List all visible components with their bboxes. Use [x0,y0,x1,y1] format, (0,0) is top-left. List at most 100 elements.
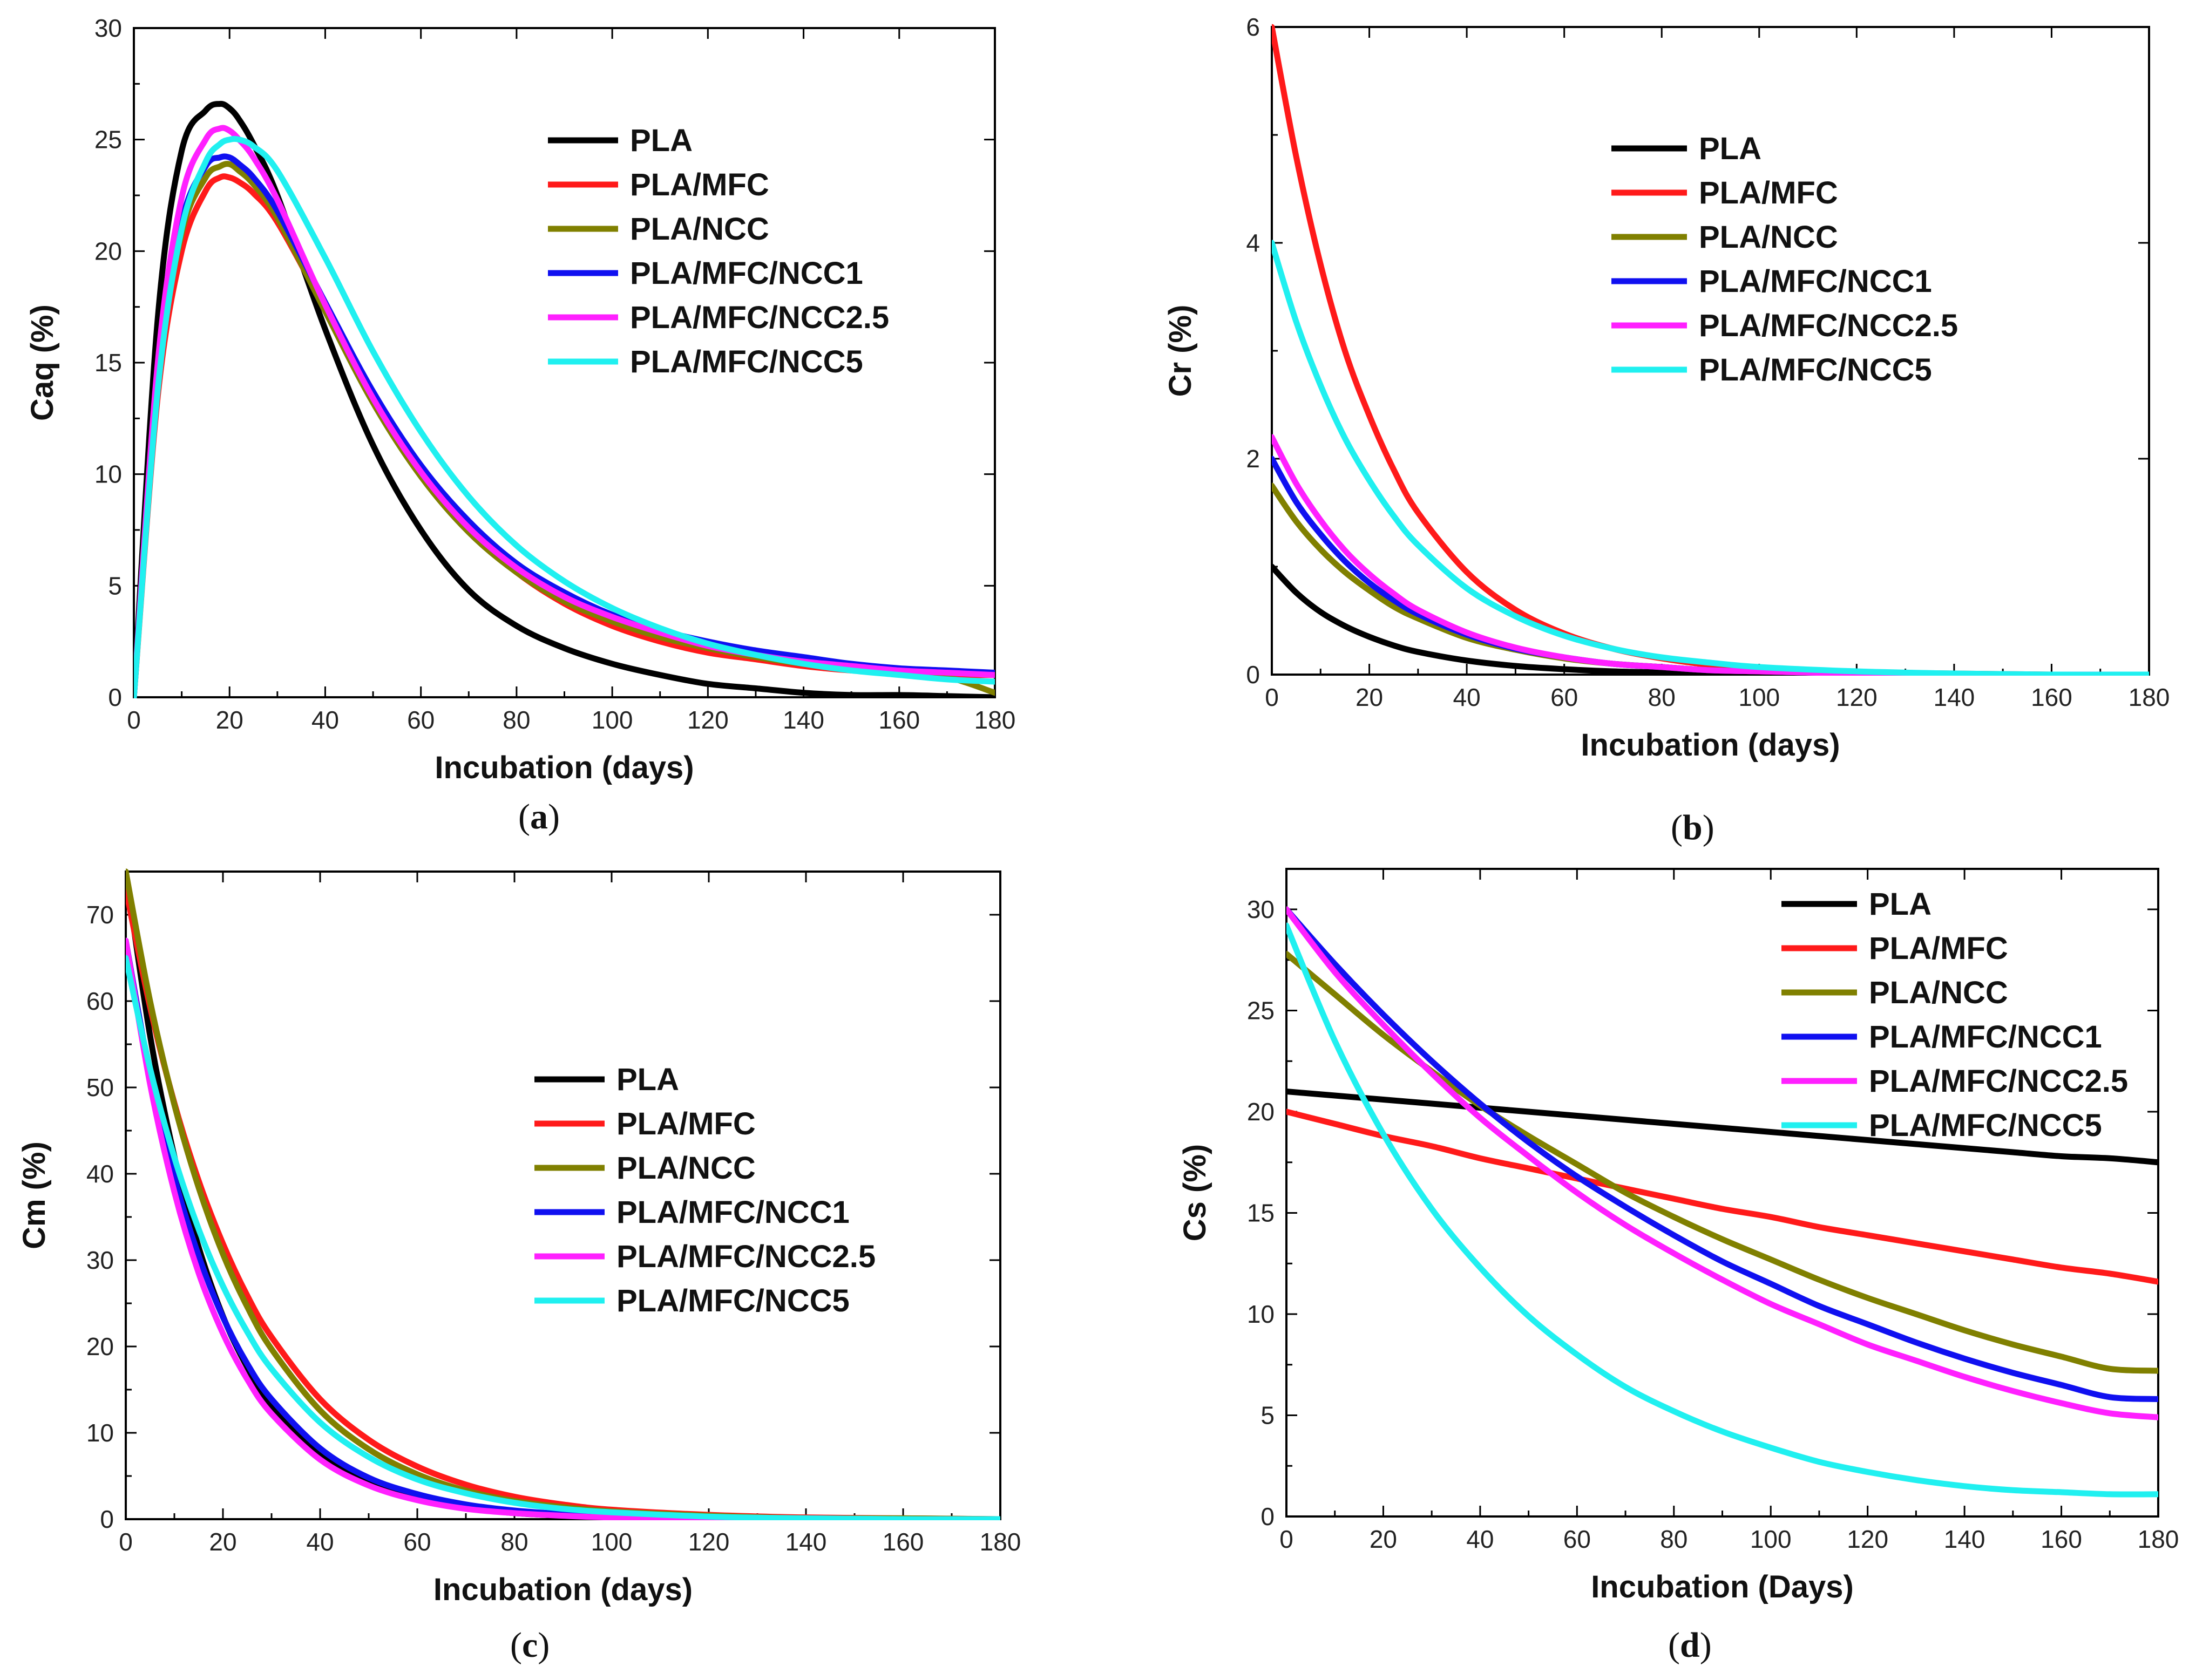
x-tick-label: 60 [1550,683,1578,711]
y-axis-title: Caq (%) [25,304,60,421]
x-tick-label: 20 [209,1528,236,1556]
legend-label-pla-ncc: PLA/NCC [1869,975,2008,1010]
series-line-pla-ncc [126,868,1000,1520]
legend-label-pla-mfc-ncc5: PLA/MFC/NCC5 [630,344,863,379]
x-tick-label: 160 [2041,1525,2082,1553]
x-tick-label: 120 [1836,683,1878,711]
x-tick-label: 120 [1847,1525,1888,1553]
series-line-pla-mfc-ncc5 [1272,240,2149,676]
x-tick-label: 80 [1648,683,1676,711]
series-line-pla-mfc-ncc1 [126,937,1000,1520]
series-line-pla-mfc-ncc1 [1286,906,2158,1402]
y-tick-label: 50 [86,1073,114,1101]
series-line-pla-mfc-ncc2-5 [1272,434,2149,676]
x-tick-label: 40 [1466,1525,1494,1553]
y-tick-label: 15 [1247,1199,1275,1227]
legend-label-pla: PLA [1869,887,1932,922]
legend: PLA PLA/MFC PLA/NCC PLA/MFC/NCC1 PLA/MFC/NCC… [548,123,889,379]
x-tick-label: 20 [1370,1525,1397,1553]
x-axis-title: Incubation (days) [433,1572,693,1607]
legend-label-pla-mfc-ncc5: PLA/MFC/NCC5 [1699,352,1932,387]
panel-label: (c) [510,1625,550,1665]
plot-frame [125,870,1001,1520]
y-tick-label: 5 [1260,1402,1275,1430]
legend: PLA PLA/MFC PLA/NCC PLA/MFC/NCC1 PLA/MFC/NCC… [1781,887,2128,1143]
series-line-pla-mfc [134,173,995,698]
y-tick-label: 0 [1246,661,1260,689]
y-tick-label: 4 [1246,229,1260,257]
y-tick-label: 25 [1247,997,1275,1025]
chart-panel-b: 0 20 40 60 80 100 120 140 160 180 0 2 4 6 Incubation (… [1163,13,2170,847]
series-line-pla-mfc-ncc5 [134,135,995,698]
y-tick-label: 10 [94,460,122,488]
x-tick-label: 160 [883,1528,924,1556]
legend-label-pla-mfc: PLA/MFC [1869,931,2008,966]
x-tick-label: 40 [311,706,339,734]
y-tick-label: 6 [1246,13,1260,41]
plot-frame [1271,26,2150,676]
x-tick-label: 180 [974,706,1016,734]
series-line-pla [134,100,995,698]
x-tick-label: 160 [2031,683,2072,711]
x-tick-label: 140 [783,706,824,734]
x-tick-label: 180 [980,1528,1021,1556]
legend-label-pla-mfc-ncc5: PLA/MFC/NCC5 [616,1283,850,1318]
series-line-pla-mfc-ncc1 [134,153,995,698]
y-tick-label: 0 [108,683,122,711]
x-tick-label: 140 [785,1528,827,1556]
y-tick-label: 40 [86,1160,114,1188]
legend-label-pla-mfc-ncc2-5: PLA/MFC/NCC2.5 [1869,1064,2128,1099]
x-tick-label: 120 [687,706,729,734]
series-line-pla-mfc-ncc2-5 [134,125,995,698]
x-tick-label: 60 [407,706,435,734]
series-line-pla-mfc [1286,1108,2158,1285]
panel-label: (d) [1668,1625,1712,1665]
legend: PLA PLA/MFC PLA/NCC PLA/MFC/NCC1 PLA/MFC/NCC… [534,1062,876,1318]
x-tick-label: 0 [1265,683,1279,711]
x-tick-label: 100 [591,1528,633,1556]
legend-label-pla-mfc-ncc1: PLA/MFC/NCC1 [1869,1019,2102,1055]
series-line-pla-ncc [134,161,995,698]
series-line-pla-mfc-ncc2-5 [1286,906,2158,1420]
series-line-pla-mfc-ncc5 [1286,922,2158,1498]
x-axis-title: Incubation (days) [435,750,694,785]
y-tick-label: 25 [94,126,122,154]
series-line-pla [1272,563,2149,676]
series-line-pla-mfc [126,886,1000,1520]
x-tick-label: 140 [1934,683,1975,711]
x-tick-label: 40 [306,1528,334,1556]
y-tick-label: 30 [94,14,122,42]
series-line-pla-mfc [1272,24,2149,676]
x-tick-label: 0 [127,706,141,734]
legend-label-pla: PLA [1699,131,1761,166]
x-tick-label: 80 [503,706,530,734]
x-tick-label: 0 [119,1528,133,1556]
legend-label-pla: PLA [630,123,693,158]
x-tick-label: 160 [878,706,920,734]
legend-label-pla-ncc: PLA/NCC [616,1151,756,1186]
legend-label-pla-mfc-ncc2-5: PLA/MFC/NCC2.5 [616,1239,876,1274]
y-tick-label: 0 [100,1505,114,1533]
x-tick-label: 40 [1453,683,1481,711]
series-line-pla [126,868,1000,1520]
legend-label-pla-ncc: PLA/NCC [630,212,769,247]
x-tick-label: 100 [1750,1525,1792,1553]
y-tick-label: 20 [86,1332,114,1361]
panel-label: (a) [518,797,560,836]
chart-panel-a: 0 20 40 60 80 100 120 140 160 180 0 5 10 15 20 25 30 Incu… [25,14,1015,836]
legend-label-pla-mfc-ncc1: PLA/MFC/NCC1 [1699,264,1932,299]
y-axis-title: Cr (%) [1163,305,1198,397]
x-tick-label: 120 [688,1528,730,1556]
legend-label-pla-mfc: PLA/MFC [616,1106,756,1141]
x-axis-title: Incubation (days) [1581,727,1840,763]
chart-panel-c: 0 20 40 60 80 100 120 140 160 180 0 10 20 30 40 50 60 70 I… [17,868,1021,1665]
legend-label-pla: PLA [616,1062,679,1097]
y-axis-title: Cs (%) [1177,1144,1212,1241]
y-tick-label: 0 [1260,1502,1275,1531]
series-line-pla-mfc-ncc2-5 [126,937,1000,1520]
legend-label-pla-mfc: PLA/MFC [1699,175,1838,210]
y-tick-label: 10 [86,1419,114,1447]
y-tick-label: 60 [86,987,114,1015]
y-tick-label: 2 [1246,445,1260,473]
y-axis-title: Cm (%) [17,1141,52,1249]
